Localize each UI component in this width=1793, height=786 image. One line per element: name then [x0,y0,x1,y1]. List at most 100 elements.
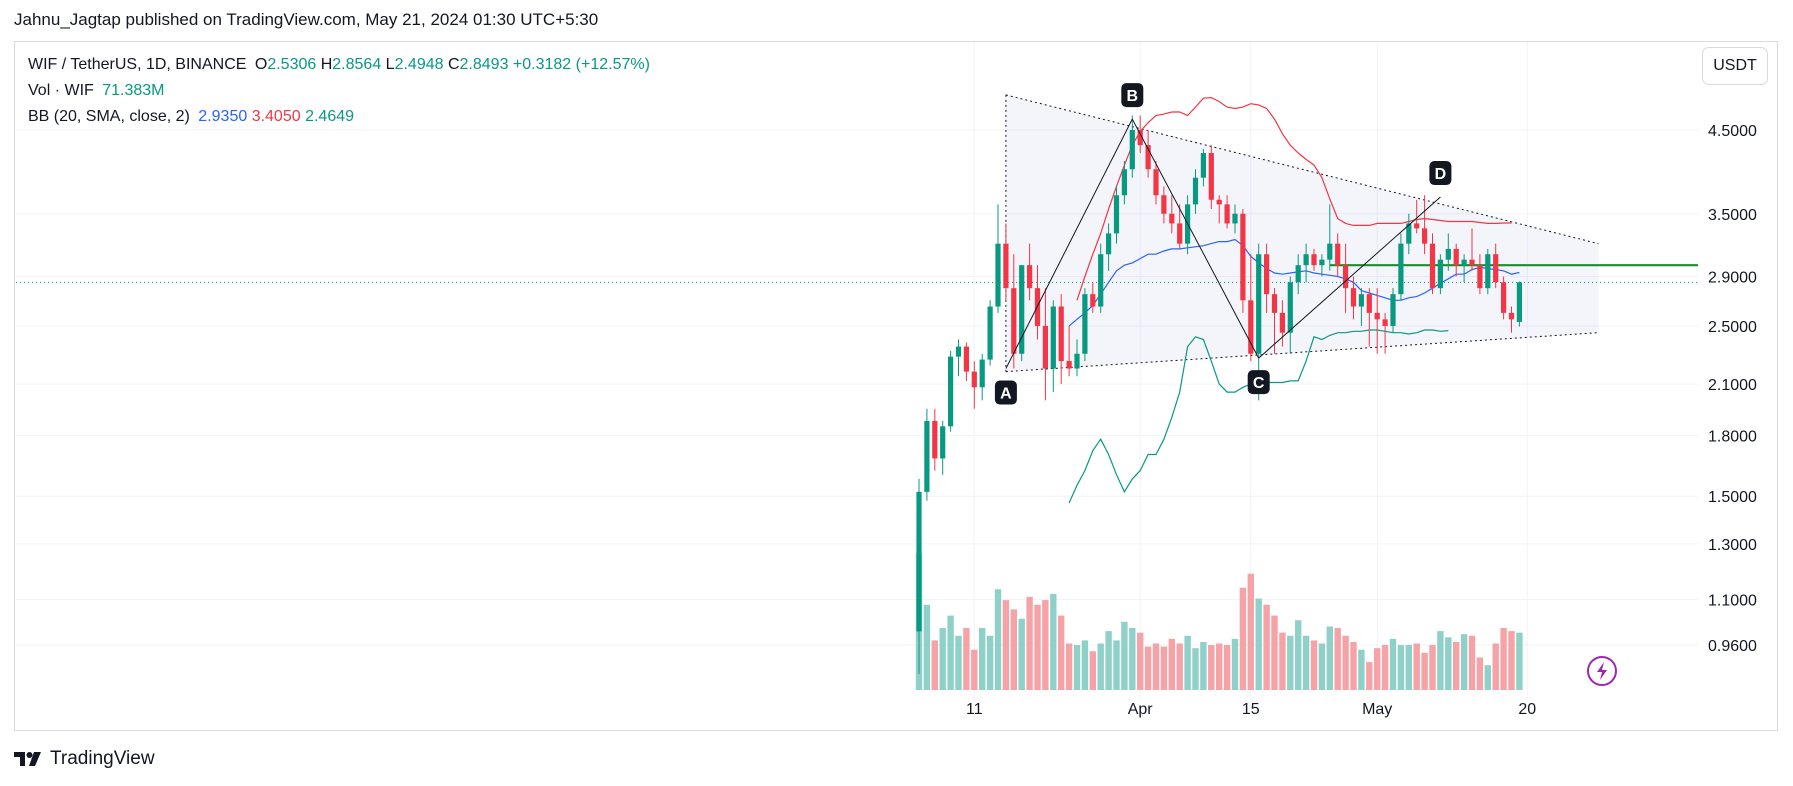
triangle-lower-trendline[interactable] [1005,332,1599,373]
candle-body[interactable] [1240,213,1246,301]
candle-body[interactable] [1319,259,1325,266]
candle-body[interactable] [916,491,922,632]
chart-frame[interactable] [14,41,1778,731]
candle-body[interactable] [1398,243,1404,295]
candle-body[interactable] [1485,254,1491,289]
candle-body[interactable] [1279,312,1285,333]
candle-body[interactable] [1501,282,1507,313]
candle-body[interactable] [1374,312,1380,320]
candle-body[interactable] [1216,199,1222,205]
candle-body[interactable] [1382,319,1388,326]
candle-body[interactable] [1098,254,1104,307]
pattern-point-badge-a[interactable] [994,380,1017,405]
candle-body[interactable] [1003,243,1009,289]
candle-body[interactable] [1422,228,1428,244]
tradingview-brand-name: TradingView [50,748,155,769]
candle-body[interactable] [1414,223,1420,229]
candle-body[interactable] [1027,265,1033,289]
candle-body[interactable] [1429,243,1436,289]
candle-body[interactable] [1264,254,1270,295]
candle-body[interactable] [1082,294,1088,354]
y-axis-tick-label: 2.1000 [1708,377,1757,394]
volume-bar [1231,638,1239,690]
candle-body[interactable] [1469,259,1475,266]
pattern-point-badge-b[interactable] [1121,83,1144,108]
candle-body[interactable] [1343,265,1349,289]
triangle-upper-trendline[interactable] [1005,94,1599,245]
pattern-point-badge-d[interactable] [1429,161,1452,186]
candle-body[interactable] [1327,243,1333,260]
candle-body[interactable] [987,306,993,360]
candle-body[interactable] [1050,306,1056,369]
candle-body[interactable] [1074,353,1080,369]
candle-body[interactable] [1303,254,1309,266]
tradingview-brand[interactable]: TradingView [14,748,155,770]
candle-body[interactable] [940,426,946,459]
candle-body[interactable] [955,346,962,357]
candle-body[interactable] [1493,254,1499,283]
candle-body[interactable] [932,420,938,459]
candle-body[interactable] [1106,233,1112,255]
candle-body[interactable] [1445,248,1451,260]
volume-bar [1310,640,1318,690]
candle-body[interactable] [1232,213,1238,224]
candle-body[interactable] [995,243,1001,307]
candle-body[interactable] [971,371,977,388]
candle-body[interactable] [1208,152,1214,200]
candle-body[interactable] [1390,294,1396,326]
candle-body[interactable] [1311,254,1317,266]
candle-body[interactable] [1406,223,1412,244]
candle-body[interactable] [1066,361,1072,369]
candle-body[interactable] [1287,282,1293,333]
candle-body[interactable] [963,346,969,372]
legend-bb-row[interactable]: BB (20, SMA, close, 2) 2.9350 3.4050 2.4… [28,104,650,130]
candle-body[interactable] [1137,130,1143,146]
currency-button[interactable]: USDT [1702,47,1768,85]
candle-body[interactable] [1129,130,1135,170]
candle-body[interactable] [1169,213,1175,224]
legend-volume-row[interactable]: Vol · WIF 71.383M [28,78,650,104]
abcd-pattern-line[interactable] [1131,118,1260,359]
candle-body[interactable] [1200,152,1206,178]
candle-body[interactable] [1453,248,1459,266]
candle-body[interactable] [1461,259,1467,266]
candle-body[interactable] [1145,145,1151,170]
volume-bar [1492,643,1499,690]
candle-body[interactable] [1477,265,1483,289]
candle-body[interactable] [1090,294,1096,307]
candle-body[interactable] [1350,288,1357,307]
candle-body[interactable] [1113,195,1120,234]
volume-bar [1263,604,1270,690]
candle-body[interactable] [1295,265,1301,283]
candle-body[interactable] [924,420,930,492]
candle-body[interactable] [1121,169,1127,196]
candle-body[interactable] [1019,265,1025,354]
legend-symbol-row[interactable]: WIF / TetherUS, 1D, BINANCE O2.5306 H2.8… [28,52,650,78]
candle-body[interactable] [948,356,954,427]
candle-body[interactable] [1358,294,1364,307]
pattern-point-badge-c[interactable] [1247,370,1270,395]
abcd-pattern-line[interactable] [1005,118,1133,369]
candle-body[interactable] [1508,312,1515,320]
candle-body[interactable] [979,359,985,388]
candle-body[interactable] [1011,288,1017,354]
volume-bar [1247,573,1254,690]
candle-body[interactable] [1366,294,1372,313]
abcd-pattern-line[interactable] [1258,196,1441,359]
candle-body[interactable] [1177,223,1183,244]
volume-bar [1318,643,1326,690]
candle-body[interactable] [1042,325,1048,369]
candle-body[interactable] [1153,169,1159,196]
candle-body[interactable] [1224,204,1230,224]
candle-body[interactable] [1437,259,1443,289]
candle-body[interactable] [1335,243,1341,266]
candle-body[interactable] [1192,177,1199,205]
candle-body[interactable] [1058,306,1064,362]
candle-body[interactable] [1516,282,1522,322]
candle-body[interactable] [1248,300,1254,354]
candle-body[interactable] [1161,195,1167,214]
candle-body[interactable] [1271,294,1278,313]
candle-body[interactable] [1256,254,1262,354]
volume-bar [1437,631,1444,690]
